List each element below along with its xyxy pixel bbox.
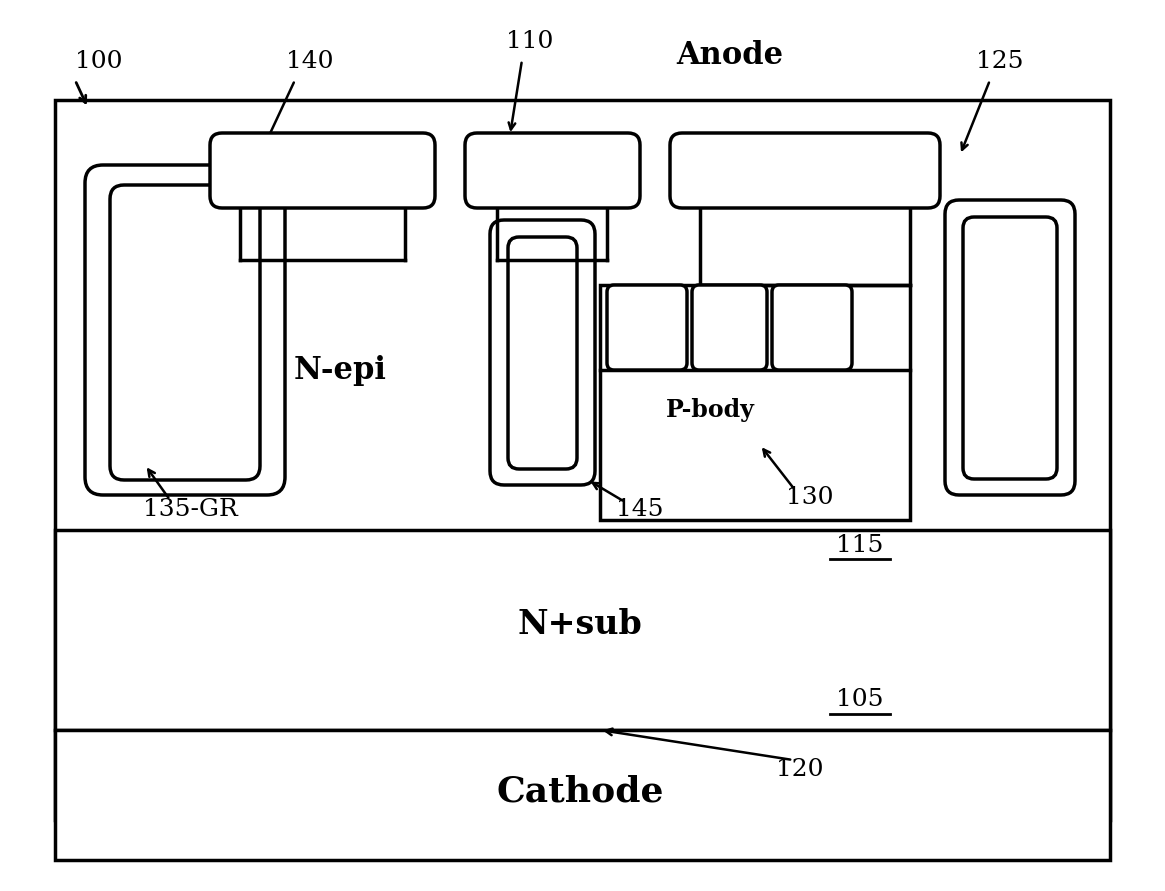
Text: 115: 115 <box>836 534 884 557</box>
FancyBboxPatch shape <box>692 285 767 370</box>
FancyBboxPatch shape <box>490 220 595 485</box>
Text: 145: 145 <box>616 498 664 521</box>
Text: 125: 125 <box>976 51 1024 73</box>
Text: 120: 120 <box>776 758 824 781</box>
Bar <box>55 100 1110 820</box>
Bar <box>600 285 910 520</box>
FancyBboxPatch shape <box>110 185 260 480</box>
Text: 140: 140 <box>287 51 333 73</box>
Text: Anode: Anode <box>677 39 784 70</box>
Text: 110: 110 <box>507 30 553 53</box>
FancyBboxPatch shape <box>465 133 640 208</box>
Text: P-body: P-body <box>665 398 755 422</box>
Text: Cathode: Cathode <box>496 775 664 809</box>
FancyBboxPatch shape <box>508 237 577 469</box>
Text: 130: 130 <box>786 486 834 510</box>
FancyBboxPatch shape <box>945 200 1075 495</box>
FancyBboxPatch shape <box>85 165 285 495</box>
Text: N+: N+ <box>629 317 665 337</box>
Bar <box>55 730 1110 860</box>
FancyBboxPatch shape <box>607 285 687 370</box>
Text: N-epi: N-epi <box>294 355 387 386</box>
Text: P+: P+ <box>713 317 747 337</box>
Text: N+sub: N+sub <box>517 609 642 642</box>
FancyBboxPatch shape <box>210 133 435 208</box>
Text: 135-GR: 135-GR <box>142 498 238 521</box>
FancyBboxPatch shape <box>670 133 940 208</box>
Text: 105: 105 <box>836 689 884 712</box>
FancyBboxPatch shape <box>963 217 1057 479</box>
Bar <box>55 530 1110 730</box>
Text: 100: 100 <box>75 51 122 73</box>
FancyBboxPatch shape <box>772 285 852 370</box>
Text: N+: N+ <box>793 317 831 337</box>
